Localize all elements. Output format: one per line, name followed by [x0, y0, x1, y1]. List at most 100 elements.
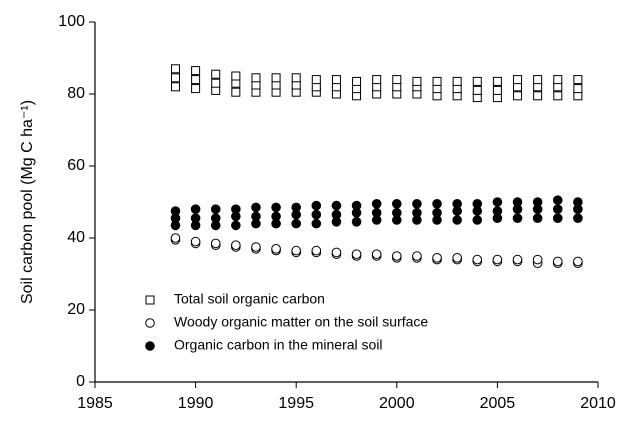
- point: [271, 202, 281, 213]
- point: [472, 76, 482, 86]
- point: [251, 211, 261, 222]
- point: [492, 206, 503, 216]
- point: [573, 84, 583, 94]
- point: [452, 199, 462, 209]
- point: [291, 245, 302, 256]
- point: [492, 85, 502, 95]
- point: [412, 199, 422, 209]
- point: [472, 254, 483, 265]
- y-tick-label: 100: [58, 13, 85, 30]
- point: [472, 199, 483, 209]
- point: [331, 247, 342, 258]
- point: [573, 75, 583, 85]
- x-tick-label: 1995: [278, 395, 314, 412]
- point: [472, 215, 483, 225]
- point: [210, 213, 221, 223]
- point: [552, 195, 563, 205]
- point: [351, 249, 362, 259]
- point: [432, 208, 442, 218]
- point: [352, 76, 362, 86]
- point: [351, 217, 362, 227]
- point: [371, 208, 382, 218]
- point: [231, 87, 241, 97]
- point: [492, 197, 503, 207]
- point: [291, 73, 301, 83]
- legend-marker: [145, 341, 155, 351]
- point: [191, 66, 201, 76]
- point: [190, 204, 201, 214]
- point: [271, 73, 281, 83]
- point: [251, 202, 261, 213]
- point: [532, 213, 543, 223]
- point: [392, 75, 402, 85]
- point: [271, 211, 281, 222]
- point: [452, 252, 462, 263]
- legend-marker: [145, 295, 155, 305]
- point: [472, 85, 482, 95]
- point: [170, 82, 180, 92]
- x-tick-label: 1985: [77, 395, 113, 412]
- legend-label: Organic carbon in the mineral soil: [174, 337, 383, 353]
- point: [311, 218, 322, 229]
- point: [190, 213, 201, 223]
- point: [412, 208, 422, 218]
- point: [170, 233, 181, 243]
- point: [211, 69, 221, 79]
- point: [492, 76, 502, 86]
- point: [291, 218, 302, 229]
- point: [552, 213, 563, 223]
- point: [432, 199, 442, 209]
- point: [533, 75, 543, 85]
- point: [512, 254, 523, 265]
- point: [392, 199, 402, 209]
- point: [371, 199, 382, 209]
- y-tick-label: 80: [67, 85, 85, 102]
- x-tick-label: 2005: [480, 395, 516, 412]
- point: [452, 215, 462, 225]
- point: [552, 256, 563, 267]
- point: [191, 75, 201, 85]
- point: [573, 197, 583, 207]
- y-axis-label: Soil carbon pool (Mg C ha⁻¹): [19, 100, 36, 304]
- point: [311, 209, 322, 220]
- point: [271, 244, 281, 254]
- point: [533, 91, 543, 101]
- point: [532, 197, 543, 207]
- x-tick-label: 1990: [178, 395, 214, 412]
- point: [231, 204, 241, 214]
- y-tick-label: 0: [76, 373, 85, 390]
- point: [553, 91, 563, 101]
- point: [512, 197, 523, 207]
- point: [190, 236, 201, 247]
- point: [291, 202, 302, 213]
- point: [170, 206, 181, 216]
- point: [251, 73, 261, 83]
- point: [331, 200, 342, 211]
- point: [412, 76, 422, 86]
- point: [492, 254, 503, 265]
- y-tick-label: 20: [67, 301, 85, 318]
- point: [452, 76, 462, 86]
- legend-marker: [145, 318, 155, 328]
- point: [231, 71, 241, 81]
- point: [432, 76, 442, 86]
- point: [210, 204, 221, 214]
- x-tick-label: 2000: [379, 395, 415, 412]
- point: [170, 64, 180, 74]
- point: [552, 204, 563, 214]
- point: [231, 240, 241, 250]
- y-tick-label: 40: [67, 229, 85, 246]
- point: [331, 75, 341, 85]
- point: [392, 251, 402, 261]
- point: [231, 220, 241, 231]
- point: [532, 254, 543, 265]
- point: [372, 75, 382, 85]
- point: [311, 75, 321, 85]
- point: [513, 75, 523, 85]
- point: [512, 213, 523, 223]
- legend-label: Woody organic matter on the soil surface: [174, 314, 428, 330]
- point: [351, 200, 362, 211]
- point: [553, 75, 563, 85]
- point: [513, 91, 523, 101]
